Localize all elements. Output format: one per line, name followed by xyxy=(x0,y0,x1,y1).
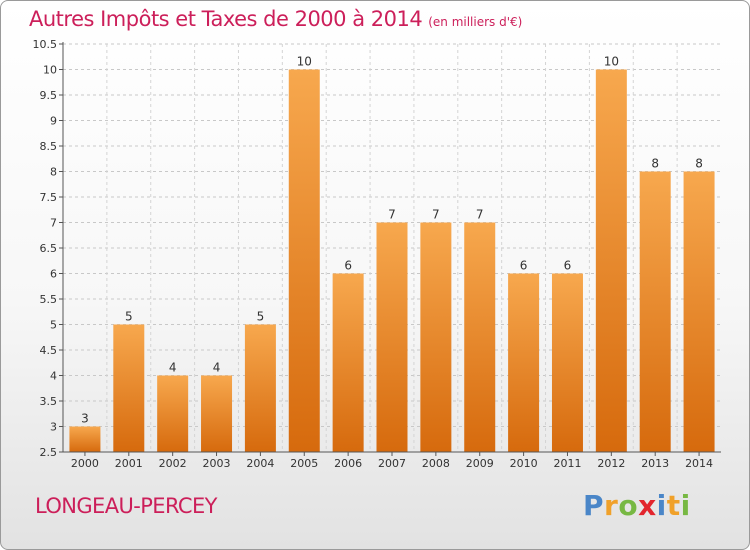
data-label: 5 xyxy=(125,310,133,324)
data-label: 10 xyxy=(297,55,312,69)
x-tick-label: 2000 xyxy=(71,457,99,470)
bar xyxy=(551,273,583,452)
bar xyxy=(683,171,715,452)
logo-letter: r xyxy=(604,489,619,522)
bar xyxy=(508,273,540,452)
data-label: 6 xyxy=(520,259,528,273)
x-tick-label: 2008 xyxy=(422,457,450,470)
chart-title-text: Autres Impôts et Taxes de 2000 à 2014 xyxy=(29,7,423,31)
data-label: 7 xyxy=(432,208,440,222)
bar xyxy=(244,324,276,452)
data-label: 8 xyxy=(695,157,703,171)
logo-letter: x xyxy=(638,489,657,522)
x-tick-label: 2014 xyxy=(685,457,713,470)
bars xyxy=(69,69,715,452)
y-tick-label: 5.5 xyxy=(40,293,58,306)
bar xyxy=(113,324,145,452)
chart-title: Autres Impôts et Taxes de 2000 à 2014 (en… xyxy=(29,7,522,31)
y-tick-label: 6 xyxy=(50,268,57,281)
axes xyxy=(59,42,721,456)
logo-letter: P xyxy=(583,489,605,522)
y-tick-label: 5 xyxy=(50,319,57,332)
y-tick-label: 7 xyxy=(50,217,57,230)
y-tick-label: 4 xyxy=(50,370,57,383)
bar xyxy=(639,171,671,452)
x-tick-label: 2002 xyxy=(159,457,187,470)
x-tick-label: 2010 xyxy=(510,457,538,470)
x-tick-label: 2001 xyxy=(115,457,143,470)
data-label: 3 xyxy=(81,412,89,426)
y-tick-label: 7.5 xyxy=(40,191,58,204)
bar xyxy=(595,69,627,452)
data-label: 5 xyxy=(257,310,265,324)
y-tick-label: 10 xyxy=(43,64,57,77)
x-tick-label: 2005 xyxy=(290,457,318,470)
data-label: 4 xyxy=(213,361,221,375)
bar xyxy=(332,273,364,452)
y-tick-label: 10.5 xyxy=(33,38,58,51)
x-tick-label: 2007 xyxy=(378,457,406,470)
logo-letter: i xyxy=(680,489,691,522)
logo-letter: t xyxy=(666,489,681,522)
bar xyxy=(69,426,101,452)
labels: 2.5 3 3.5 4 4.5 5 5.5 6 6.5 7 7.5 8 8.5 9 9.5 10 10.5 3 20… xyxy=(33,38,714,470)
x-tick-label: 2011 xyxy=(553,457,581,470)
x-tick-label: 2003 xyxy=(203,457,231,470)
y-tick-label: 8.5 xyxy=(40,140,58,153)
place-name: LONGEAU-PERCEY xyxy=(35,494,217,518)
bar xyxy=(157,375,189,452)
y-tick-label: 9 xyxy=(50,115,57,128)
y-tick-label: 3.5 xyxy=(40,395,58,408)
x-tick-label: 2009 xyxy=(466,457,494,470)
y-tick-label: 4.5 xyxy=(40,344,58,357)
bar xyxy=(376,222,408,452)
bar xyxy=(420,222,452,452)
bar xyxy=(288,69,320,452)
data-label: 4 xyxy=(169,361,177,375)
y-tick-label: 9.5 xyxy=(40,89,58,102)
proxiti-logo: Proxiti xyxy=(583,489,691,522)
x-tick-label: 2004 xyxy=(246,457,274,470)
data-label: 7 xyxy=(476,208,484,222)
bar xyxy=(464,222,496,452)
data-label: 6 xyxy=(344,259,352,273)
x-tick-label: 2006 xyxy=(334,457,362,470)
x-tick-label: 2013 xyxy=(641,457,669,470)
data-label: 10 xyxy=(604,55,619,69)
logo-letter: o xyxy=(618,489,639,522)
logo-letter: i xyxy=(656,489,667,522)
y-tick-label: 3 xyxy=(50,421,57,434)
y-tick-label: 6.5 xyxy=(40,242,58,255)
unit-note: (en milliers d'€) xyxy=(428,15,523,29)
y-tick-label: 2.5 xyxy=(40,446,58,459)
data-label: 7 xyxy=(388,208,396,222)
bar xyxy=(201,375,233,452)
y-tick-label: 8 xyxy=(50,166,57,179)
data-label: 8 xyxy=(651,157,659,171)
x-tick-label: 2012 xyxy=(597,457,625,470)
data-label: 6 xyxy=(564,259,572,273)
